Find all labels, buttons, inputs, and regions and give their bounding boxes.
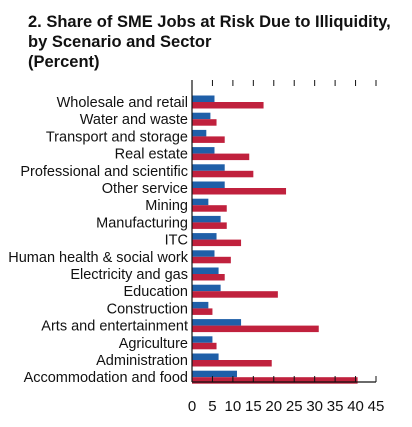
bar-series-2-12 (192, 308, 213, 315)
category-label-5: Other service (102, 181, 188, 197)
category-label-8: ITC (165, 233, 188, 249)
category-label-12: Construction (107, 301, 188, 317)
bar-series-2-8 (192, 239, 242, 247)
bar-series-1-7 (192, 215, 221, 223)
bar-series-1-16 (192, 370, 237, 378)
bar-series-2-15 (192, 360, 272, 367)
category-label-6: Mining (145, 198, 188, 214)
bar-series-2-7 (192, 222, 227, 229)
bar-series-2-10 (192, 274, 225, 281)
category-label-7: Manufacturing (96, 215, 188, 231)
bar-series-2-9 (192, 256, 231, 264)
bar-series-1-6 (192, 198, 209, 206)
chart-unit-label: (Percent) (28, 53, 100, 71)
category-label-13: Arts and entertainment (41, 319, 188, 335)
bar-series-2-6 (192, 205, 227, 212)
bar-series-1-3 (192, 147, 215, 154)
category-label-11: Education (124, 284, 189, 300)
bar-series-1-0 (192, 95, 215, 102)
chart-subtitle: by Scenario and Sector (28, 33, 212, 51)
bar-series-2-11 (192, 291, 278, 298)
x-tick-label-4: 20 (265, 398, 282, 415)
bar-series-1-5 (192, 181, 225, 188)
bar-series-2-14 (192, 342, 217, 350)
x-tick-label-8: 40 (347, 398, 364, 415)
bar-series-2-16 (192, 377, 358, 384)
bar-series-2-3 (192, 153, 250, 161)
category-label-0: Wholesale and retail (57, 95, 188, 111)
category-label-3: Real estate (115, 147, 188, 163)
bar-series-1-10 (192, 267, 219, 274)
category-label-10: Electricity and gas (70, 267, 188, 283)
bar-series-2-13 (192, 325, 319, 333)
bar-series-2-2 (192, 136, 225, 143)
category-label-1: Water and waste (80, 112, 188, 128)
x-tick-label-5: 25 (286, 398, 303, 415)
category-label-2: Transport and storage (46, 129, 188, 145)
x-tick-label-7: 35 (327, 398, 344, 415)
x-tick-label-3: 15 (245, 398, 262, 415)
bar-series-2-5 (192, 188, 287, 195)
bar-series-2-4 (192, 170, 254, 178)
bar-series-1-13 (192, 319, 242, 326)
bar-series-2-1 (192, 119, 217, 126)
bar-series-1-11 (192, 284, 221, 292)
category-label-4: Professional and scientific (20, 164, 188, 180)
bar-series-1-15 (192, 353, 219, 360)
bar-series-1-9 (192, 250, 215, 257)
x-tick-label-9: 45 (368, 398, 385, 415)
x-tick-label-2: 10 (225, 398, 242, 415)
bar-series-1-2 (192, 129, 207, 137)
x-tick-label-6: 30 (306, 398, 323, 415)
bar-series-1-4 (192, 164, 225, 171)
chart-title: 2. Share of SME Jobs at Risk Due to Illi… (28, 13, 391, 31)
bar-series-1-14 (192, 336, 213, 343)
bar-series-2-0 (192, 102, 264, 109)
category-label-16: Accommodation and food (24, 370, 188, 386)
bar-series-1-1 (192, 112, 211, 120)
category-label-15: Administration (96, 353, 188, 369)
x-tick-label-0: 0 (188, 398, 196, 415)
category-label-9: Human health & social work (8, 250, 188, 266)
bar-series-1-12 (192, 301, 209, 309)
category-label-14: Agriculture (119, 336, 188, 352)
x-tick-label-1: 5 (208, 398, 216, 415)
bar-series-1-8 (192, 233, 217, 240)
